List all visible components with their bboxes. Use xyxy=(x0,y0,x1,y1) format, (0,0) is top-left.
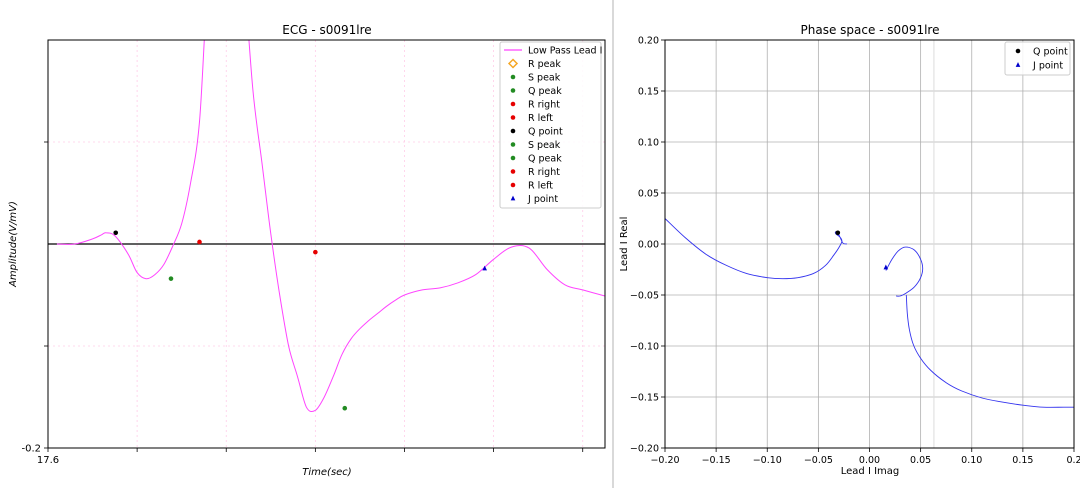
phase-legend-box xyxy=(1004,41,1071,76)
phase-x-axis-label: Lead I Imag xyxy=(841,466,900,477)
phase-y-tick-label: 0.15 xyxy=(638,87,659,98)
ecg-plot-frame xyxy=(47,39,606,449)
ecg-chart: ECG - s0091lre 17.6-0.2 Time(sec) Amplit… xyxy=(8,23,606,478)
phase-trajectory-line xyxy=(665,218,848,280)
legend-label-j-point: J point xyxy=(1032,61,1063,72)
legend-label-r-left: R left xyxy=(528,181,553,192)
marker-r-right xyxy=(197,239,202,245)
phase-space-chart: Phase space - s0091lre −0.20 −0.15 −0.10 −0… xyxy=(619,23,1080,477)
ecg-legend: Low Pass Lead I R peak S peak Q peak R right… xyxy=(499,41,602,209)
phase-legend: Q point J point xyxy=(1004,41,1071,76)
legend-label-s-peak: S peak xyxy=(528,140,561,151)
ecg-y-axis-label: Amplitude(V/mV) xyxy=(8,201,19,288)
legend-swatch-j-point xyxy=(1015,62,1021,67)
marker-j-point xyxy=(883,264,889,270)
legend-swatch-q-peak xyxy=(510,88,516,93)
ecg-x-axis-label: Time(sec) xyxy=(302,467,351,478)
phase-x-tick-label: 0.2 xyxy=(1066,455,1080,466)
phase-y-tick-label: −0.15 xyxy=(630,393,659,404)
legend-label-j-point: J point xyxy=(527,194,558,205)
legend-label-r-right: R right xyxy=(528,167,560,178)
marker-s-peak xyxy=(342,405,348,411)
legend-label-q-peak: Q peak xyxy=(528,86,562,97)
legend-label-s-peak: S peak xyxy=(528,73,561,84)
legend-swatch-r-left xyxy=(510,115,516,120)
phase-x-tick-label: 0.05 xyxy=(910,455,931,466)
phase-axis-ticks: −0.20 −0.15 −0.10 −0.05 0.00 0.05 0.10 0.15 0.20… xyxy=(630,36,1080,467)
phase-x-tick-label: −0.05 xyxy=(804,455,833,466)
legend-label-low-pass-lead-i: Low Pass Lead I xyxy=(528,46,602,57)
ecg-markers xyxy=(113,230,487,411)
legend-label-r-left: R left xyxy=(528,113,553,124)
legend-label-q-point: Q point xyxy=(1033,47,1068,58)
phase-x-tick-label: 0.10 xyxy=(961,455,982,466)
phase-chart-title: Phase space - s0091lre xyxy=(801,23,940,37)
legend-swatch-q-peak xyxy=(510,155,516,161)
phase-y-tick-label: 0.10 xyxy=(638,138,659,149)
legend-swatch-q-point xyxy=(510,128,516,134)
phase-y-tick-label: −0.10 xyxy=(630,342,659,353)
ecg-y-tick-label: -0.2 xyxy=(21,444,41,455)
legend-swatch-s-peak xyxy=(510,74,516,80)
phase-x-tick-label: −0.10 xyxy=(753,455,782,466)
legend-swatch-r-left xyxy=(510,182,516,188)
phase-y-axis-label: Lead I Real xyxy=(619,217,630,272)
legend-swatch-s-peak xyxy=(510,142,516,147)
ecg-legend-box xyxy=(499,41,602,209)
phase-x-tick-label: −0.20 xyxy=(650,455,679,466)
ecg-signal-group xyxy=(56,40,605,413)
legend-label-q-peak: Q peak xyxy=(528,154,562,165)
marker-r-left xyxy=(313,249,318,255)
legend-label-r-peak: R peak xyxy=(528,59,561,70)
phase-x-tick-label: −0.15 xyxy=(702,455,731,466)
phase-y-tick-label: 0.05 xyxy=(638,189,659,200)
legend-swatch-r-right xyxy=(510,101,516,107)
phase-y-tick-label: 0.00 xyxy=(638,240,659,251)
legend-label-r-right: R right xyxy=(528,100,560,111)
marker-q-point xyxy=(113,230,119,236)
phase-markers xyxy=(835,230,889,270)
legend-swatch-r-right xyxy=(510,169,516,174)
marker-s-peak xyxy=(168,276,174,281)
phase-grid xyxy=(664,39,1075,449)
panel-divider xyxy=(612,0,614,488)
phase-y-tick-label: 0.20 xyxy=(638,36,659,47)
phase-tail-line xyxy=(905,294,1074,408)
ecg-x-tick-label: 17.6 xyxy=(37,455,59,466)
legend-swatch-j-point xyxy=(510,195,516,201)
phase-y-tick-label: −0.20 xyxy=(630,444,659,455)
phase-x-tick-label: 0.15 xyxy=(1012,455,1033,466)
ecg-axis-ticks: 17.6-0.2 xyxy=(21,141,584,466)
ecg-signal-line xyxy=(56,40,605,413)
phase-y-tick-label: −0.05 xyxy=(630,291,659,302)
legend-label-q-point: Q point xyxy=(528,127,563,138)
legend-swatch-r-peak xyxy=(507,58,519,69)
ecg-chart-title: ECG - s0091lre xyxy=(282,23,371,37)
marker-q-point xyxy=(835,230,841,236)
phase-x-tick-label: 0.00 xyxy=(859,455,880,466)
marker-j-point xyxy=(482,265,487,271)
legend-swatch-q-point xyxy=(1015,48,1021,54)
phase-loop-line xyxy=(885,246,924,297)
